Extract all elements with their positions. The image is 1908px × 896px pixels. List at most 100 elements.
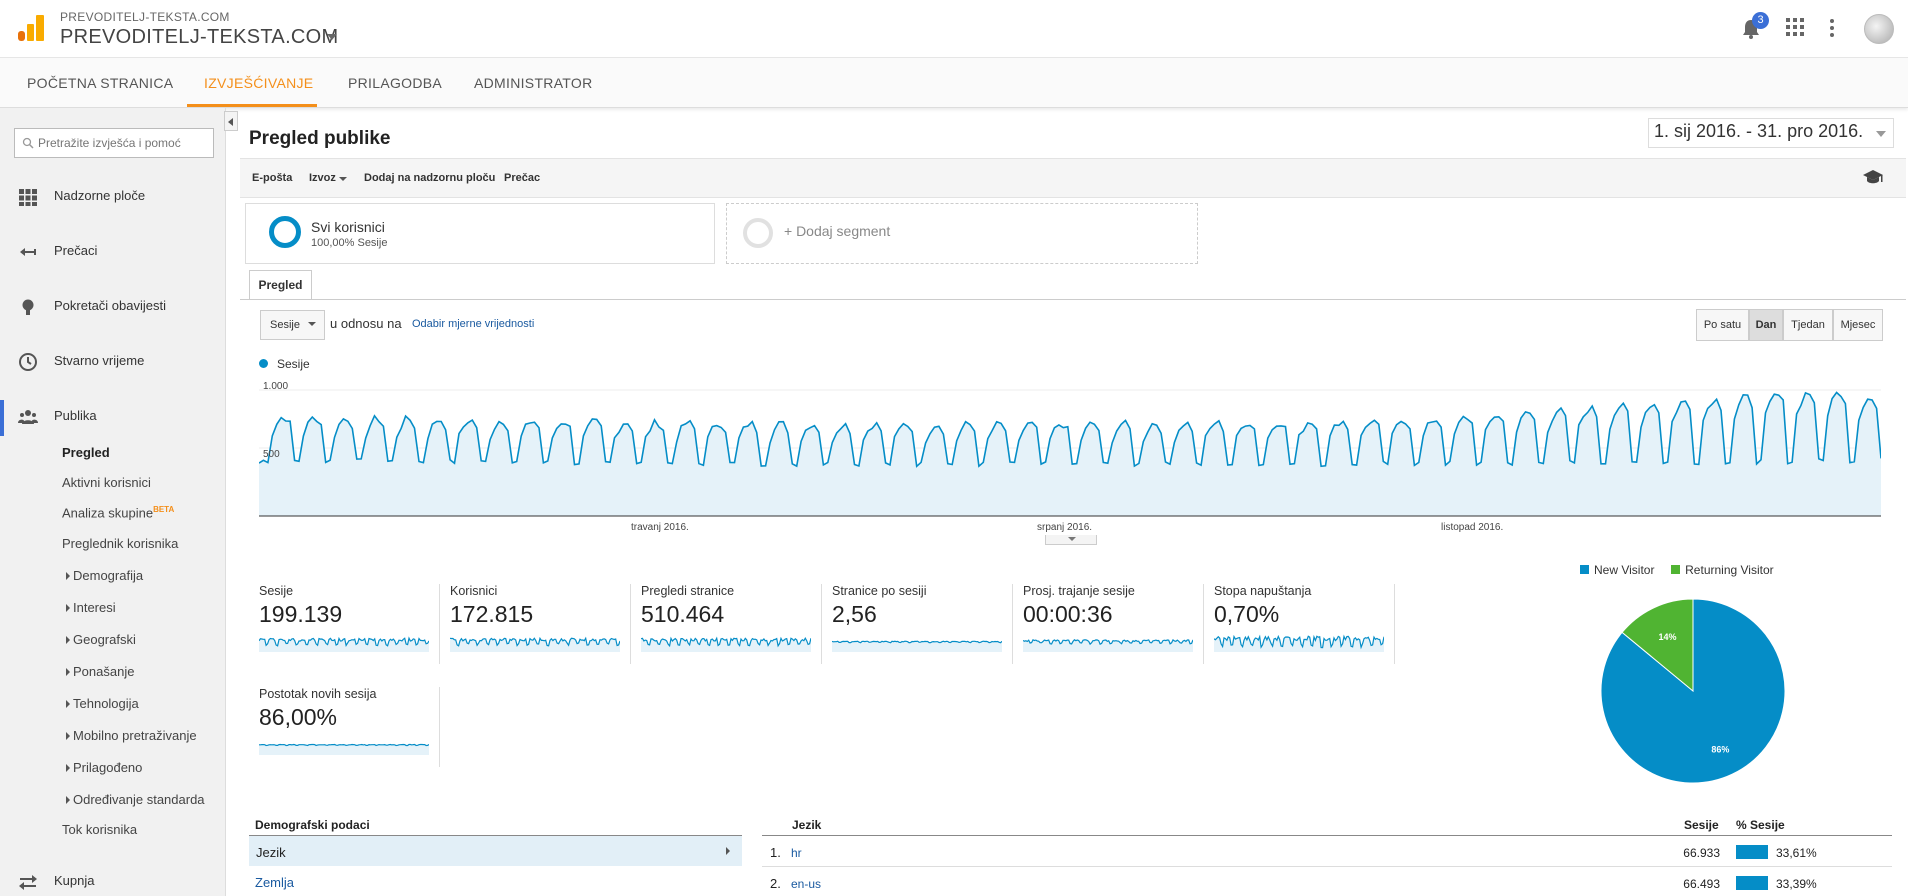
chart-expand-handle[interactable] (1045, 535, 1097, 545)
divider (249, 835, 742, 836)
account-selector[interactable]: PREVODITELJ-TEKSTA.COM (60, 26, 339, 48)
search-input[interactable] (38, 131, 208, 155)
add-segment-box[interactable] (726, 203, 1198, 264)
select-metric-link[interactable]: Odabir mjerne vrijednosti (412, 318, 535, 330)
sparkline-line (641, 636, 811, 648)
sidebar-sub-interests[interactable]: Interesi (66, 600, 116, 615)
sidebar-collapse-button[interactable] (224, 111, 238, 131)
scorecard-new-sessions[interactable]: Postotak novih sesija 86,00% (259, 687, 439, 767)
sidebar-sub-overview[interactable]: Pregled (62, 445, 110, 460)
sparkline-line (259, 636, 429, 647)
language-link-en-us[interactable]: en-us (791, 877, 822, 891)
sidebar-sub-user-explorer[interactable]: Preglednik korisnika (62, 536, 179, 551)
apps-grid-icon[interactable] (1786, 18, 1804, 36)
sidebar-item-audience[interactable]: Publika (0, 401, 226, 431)
scorecard-sessions[interactable]: Sesije 199.139 (259, 584, 439, 664)
segment-subtitle: 100,00% Sesije (311, 237, 388, 249)
sparkline-area (450, 638, 620, 652)
divider (439, 584, 440, 664)
metric-select[interactable]: Sesije (260, 310, 325, 340)
sidebar-sub-technology[interactable]: Tehnologija (66, 696, 139, 711)
sparkline-line (450, 636, 620, 647)
demographics-row-label[interactable]: Jezik (256, 845, 286, 860)
sparkline-line (259, 743, 429, 747)
demographics-row-country[interactable]: Zemlja (255, 875, 295, 890)
divider (821, 584, 822, 664)
pie-legend: New Visitor Returning Visitor (1580, 563, 1774, 577)
date-range-text[interactable]: 1. sij 2016. - 31. pro 2016. (1654, 121, 1864, 141)
sessions-column-header: Sesije (1684, 818, 1719, 832)
more-vert-icon[interactable] (1829, 17, 1835, 39)
granularity-day[interactable]: Dan (1749, 309, 1783, 341)
chevron-down-icon[interactable] (327, 34, 337, 40)
add-to-dashboard-button[interactable]: Dodaj na nadzornu ploču (364, 172, 496, 184)
active-section-indicator (0, 400, 4, 436)
granularity-month[interactable]: Mjesec (1833, 309, 1883, 341)
scorecard-label: Pregledi stranice (641, 584, 735, 598)
sidebar-sub-benchmarking[interactable]: Određivanje standarda (66, 792, 205, 807)
chevron-down-icon[interactable] (339, 177, 347, 181)
sidebar-item-realtime[interactable]: Stvarno vrijeme (0, 346, 226, 376)
scorecard-avg-duration[interactable]: Prosj. trajanje sesije 00:00:36 (1023, 584, 1203, 664)
granularity-hourly[interactable]: Po satu (1696, 309, 1749, 341)
sidebar-sub-mobile[interactable]: Mobilno pretraživanje (66, 728, 197, 743)
date-range-selector[interactable] (1648, 118, 1894, 148)
sessions-line-chart[interactable] (259, 377, 1881, 534)
sidebar-sub-cohort[interactable]: Analiza skupineBETA (62, 505, 175, 521)
sparkline (832, 640, 1002, 652)
scorecard-users[interactable]: Korisnici 172.815 (450, 584, 630, 664)
sidebar-sub-geo[interactable]: Geografski (66, 632, 136, 647)
pct-sessions-column-header: % Sesije (1736, 818, 1785, 832)
demographics-row-language[interactable] (249, 836, 742, 866)
add-segment-button[interactable]: + Dodaj segment (784, 223, 891, 239)
language-column-header: Jezik (792, 818, 822, 832)
avatar[interactable] (1864, 14, 1894, 44)
report-toolbar (240, 158, 1906, 198)
language-link-hr[interactable]: hr (791, 846, 802, 860)
sidebar-item-acquisition[interactable]: Kupnja (0, 866, 226, 896)
tab-overview[interactable]: Pregled (249, 270, 312, 300)
chevron-down-icon[interactable] (1876, 131, 1886, 137)
row-rank: 1. (770, 845, 781, 860)
visitor-pie-chart[interactable]: 86% 14% (1598, 596, 1788, 786)
scorecard-bounce-rate[interactable]: Stopa napuštanja 0,70% (1214, 584, 1394, 664)
tab-admin[interactable]: ADMINISTRATOR (474, 75, 593, 91)
account-name-small: PREVODITELJ-TEKSTA.COM (60, 10, 230, 24)
tab-reporting[interactable]: IZVJEŠĆIVANJE (204, 75, 314, 91)
sidebar-sub-custom[interactable]: Prilagođeno (65, 760, 143, 775)
export-button[interactable]: Izvoz (309, 172, 336, 184)
sessions-area (259, 392, 1881, 516)
tab-customization[interactable]: PRILAGODBA (348, 75, 443, 91)
sparkline-area (259, 744, 429, 755)
pie-slice-returning-visitor (1621, 598, 1694, 693)
email-button[interactable]: E-pošta (252, 172, 293, 184)
scorecard-pages-per-session[interactable]: Stranice po sesiji 2,56 (832, 584, 1012, 664)
sparkline-line (1214, 634, 1384, 650)
row-pct: 33,61% (1776, 846, 1817, 860)
segment-all-users[interactable] (245, 203, 715, 264)
analytics-logo-icon[interactable] (18, 15, 44, 41)
row-sessions: 66.493 (1683, 877, 1720, 891)
sidebar-item-intelligence[interactable]: Pokretači obavijesti (0, 291, 226, 321)
sidebar-item-shortcuts[interactable]: Prečaci (0, 236, 226, 266)
shortcut-button[interactable]: Prečac (504, 172, 541, 184)
scorecard-value: 0,70% (1214, 601, 1280, 627)
tab-home[interactable]: POČETNA STRANICA (27, 75, 174, 91)
notification-badge: 3 (1752, 12, 1769, 29)
divider (1394, 584, 1395, 664)
sidebar-item-dashboards[interactable]: Nadzorne ploče (0, 181, 226, 211)
pct-bar (1736, 845, 1768, 859)
sidebar-sub-active-users[interactable]: Aktivni korisnici (62, 475, 151, 490)
scorecard-pageviews[interactable]: Pregledi stranice 510.464 (641, 584, 821, 664)
scorecard-value: 199.139 (259, 601, 343, 627)
sparkline (450, 636, 620, 652)
sidebar-sub-behavior[interactable]: Ponašanje (65, 664, 135, 679)
divider (762, 835, 1892, 836)
sidebar-sub-demographics[interactable]: Demografija (65, 568, 144, 583)
graduation-cap-icon[interactable] (1862, 168, 1884, 186)
chevron-down-icon[interactable] (308, 322, 316, 326)
sidebar-item-label: Stvarno vrijeme (54, 353, 145, 368)
divider (1012, 584, 1013, 664)
sidebar-sub-users-flow[interactable]: Tok korisnika (62, 822, 138, 837)
granularity-week[interactable]: Tjedan (1783, 309, 1833, 341)
